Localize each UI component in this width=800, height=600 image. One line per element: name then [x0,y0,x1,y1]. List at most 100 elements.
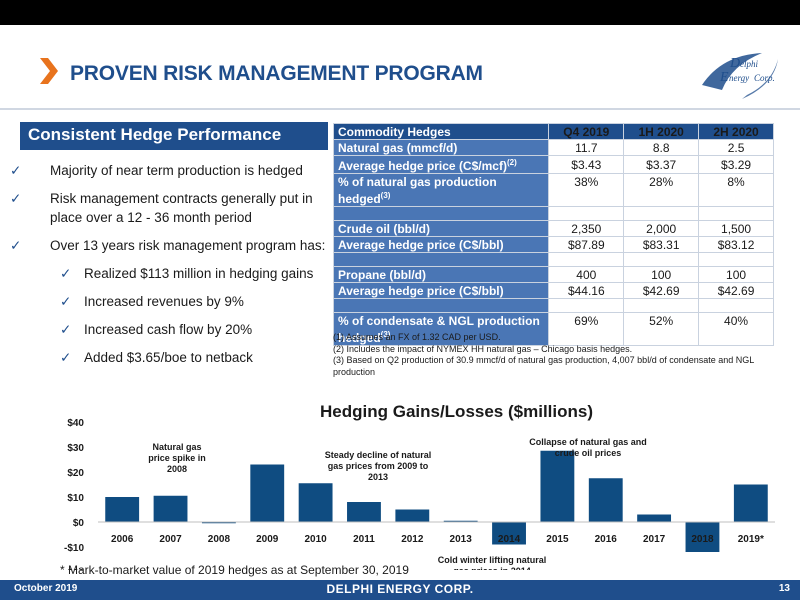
row-label: Natural gas (mmcf/d) [332,139,550,156]
table-cell: $3.43 [548,155,625,174]
y-tick-label: $30 [67,443,84,454]
bullet-item: ✓ Risk management contracts generally put… [10,189,328,227]
chart-annotation: 2008 [167,464,187,474]
page-title: PROVEN RISK MANAGEMENT PROGRAM [70,62,483,85]
table-header-cell: Commodity Hedges [332,123,550,140]
table-cell: $3.37 [623,155,700,174]
table-header-cell: 1H 2020 [623,123,700,140]
table-cell: 2.5 [698,139,774,156]
bar [153,495,188,522]
table-cell: 40% [698,312,774,346]
table-cell: 69% [548,312,625,346]
bar [637,514,672,522]
sub-bullet-text: Realized $113 million in hedging gains [84,266,314,281]
table-row: Propane (bbl/d) 400 100 100 [332,266,774,283]
table-row: Natural gas (mmcf/d) 11.7 8.8 2.5 [332,139,774,156]
check-icon: ✓ [10,163,22,178]
table-spacer-row [332,298,774,313]
y-tick-label: $40 [67,418,84,429]
table-row: Average hedge price (C$/mcf)(2) $3.43 $3… [332,155,774,174]
table-cell: $83.31 [623,236,700,253]
bar [443,520,478,522]
bar [685,522,720,552]
x-tick-label: 2010 [304,534,327,545]
bullet-text: Majority of near term production is hedg… [50,163,303,178]
y-tick-label: -$20 [64,568,84,570]
section-title: Consistent Hedge Performance [20,122,328,150]
x-tick-label: 2007 [159,534,182,545]
footnote: (3) Based on Q2 production of 30.9 mmcf/… [333,355,754,377]
x-tick-label: 2014 [498,534,521,545]
y-tick-label: $20 [67,468,84,479]
chart-annotation: price spike in [148,453,206,463]
sub-bullet-item: ✓ Added $3.65/boe to netback [10,348,328,367]
bar [540,450,575,522]
bullet-text: Over 13 years risk management program ha… [50,238,326,253]
table-cell: $42.69 [623,282,700,299]
footnote: (2) Includes the impact of NYMEX HH natu… [333,343,633,354]
footer-date: October 2019 [14,583,78,594]
footer-company: DELPHI ENERGY CORP. [326,582,474,596]
y-tick-label: $10 [67,493,84,504]
table-cell: 8.8 [623,139,700,156]
bar [298,483,333,522]
row-label: % of condensate & NGL production hedged(… [332,312,550,346]
hedging-chart-svg: Hedging Gains/Losses ($millions) $40 $30 $2… [64,402,775,570]
header: PROVEN RISK MANAGEMENT PROGRAM D elphi E… [0,25,800,105]
chart-annotation: Collapse of natural gas and [529,437,647,447]
table-cell: 1,500 [698,220,774,237]
bar [492,522,526,545]
table-row: Average hedge price (C$/bbl) $87.89 $83.… [332,236,774,253]
sub-bullet-item: ✓ Realized $113 million in hedging gains [10,264,328,283]
slide: PROVEN RISK MANAGEMENT PROGRAM D elphi E… [0,25,800,600]
chart-annotation: crude oil prices [555,448,622,458]
x-tick-label: 2006 [111,534,134,545]
table-cell: 11.7 [548,139,625,156]
table-cell: $42.69 [698,282,774,299]
sub-bullet-item: ✓ Increased cash flow by 20% [10,320,328,339]
bullet-text: Risk management contracts generally put … [50,191,313,225]
table-row: % of condensate & NGL production hedged(… [332,312,774,346]
sub-bullet-text: Increased revenues by 9% [84,294,244,309]
bar [588,478,623,522]
check-icon: ✓ [60,266,72,281]
table-row: Average hedge price (C$/bbl) $44.16 $42.… [332,282,774,299]
table-cell: $87.89 [548,236,625,253]
table-cell: 38% [548,173,625,207]
table-spacer-row [332,206,774,221]
check-icon: ✓ [10,191,22,206]
table-header-cell: Q4 2019 [548,123,625,140]
table-cell: 100 [623,266,700,283]
bar [105,497,140,522]
table-cell: 2,350 [548,220,625,237]
chart-annotation: gas prices from 2009 to [328,461,429,471]
y-tick-label: $0 [73,518,85,529]
x-tick-label: 2009 [256,534,279,545]
sub-bullet-item: ✓ Increased revenues by 9% [10,292,328,311]
check-icon: ✓ [60,322,72,337]
logo-letter-d: D [729,56,740,71]
bar [395,509,430,522]
x-tick-label: 2008 [208,534,231,545]
delphi-logo: D elphi E nergy Corp. [702,53,778,99]
table-cell: $3.29 [698,155,774,174]
table-cell: 100 [698,266,774,283]
sub-bullet-text: Added $3.65/boe to netback [84,350,253,365]
row-label: % of natural gas production hedged(3) [332,173,550,207]
table-header-cell: 2H 2020 [698,123,774,140]
table-row: Crude oil (bbl/d) 2,350 2,000 1,500 [332,220,774,237]
check-icon: ✓ [60,294,72,309]
logo-text-mid: nergy [729,73,749,83]
bullet-item: ✓ Majority of near term production is hed… [10,161,328,180]
row-label: Average hedge price (C$/mcf)(2) [332,155,550,174]
chart-annotation: Cold winter lifting natural [438,555,547,565]
bar [250,464,285,522]
x-tick-label: 2018 [691,534,714,545]
table-cell: $44.16 [548,282,625,299]
hedging-chart: Hedging Gains/Losses ($millions) $40 $30 $2… [40,370,780,580]
x-tick-label: 2013 [450,534,473,545]
row-label: Average hedge price (C$/bbl) [332,236,550,253]
x-tick-label: 2017 [643,534,666,545]
logo-text-top: elphi [740,59,758,69]
check-icon: ✓ [10,238,22,253]
